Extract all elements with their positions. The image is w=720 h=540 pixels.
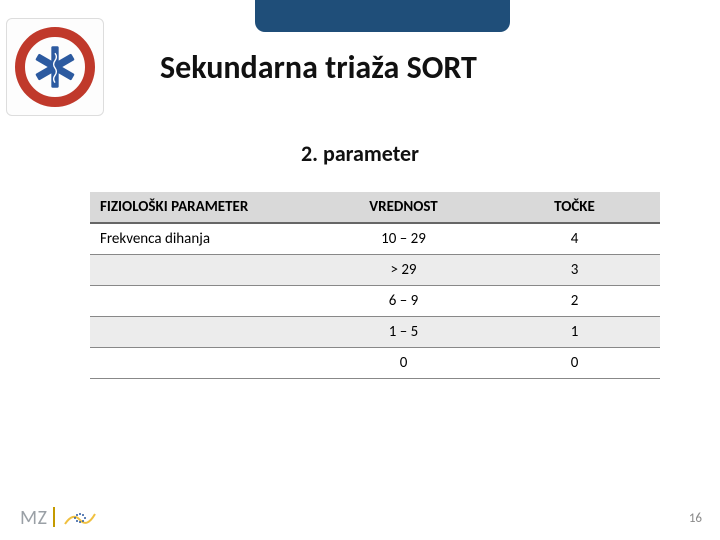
table-row: 6 – 9 2: [90, 286, 660, 317]
cell-points: 2: [489, 286, 660, 317]
cell-value: 0: [318, 348, 489, 379]
cell-parameter: [90, 317, 318, 348]
table-row: > 29 3: [90, 255, 660, 286]
cell-value: 10 – 29: [318, 223, 489, 255]
column-header-points: TOČKE: [489, 192, 660, 223]
triage-table: FIZIOLOŠKI PARAMETER VREDNOST TOČKE Frek…: [90, 192, 660, 379]
table-header-row: FIZIOLOŠKI PARAMETER VREDNOST TOČKE: [90, 192, 660, 223]
table-row: 1 – 5 1: [90, 317, 660, 348]
cell-points: 0: [489, 348, 660, 379]
mz-logo-text: MZ: [20, 506, 55, 530]
logo-badge: [6, 18, 104, 116]
cell-points: 1: [489, 317, 660, 348]
cell-value: 6 – 9: [318, 286, 489, 317]
footer: MZ: [20, 506, 97, 530]
cell-parameter: [90, 286, 318, 317]
header-tab: [255, 0, 510, 32]
cell-value: > 29: [318, 255, 489, 286]
page-title: Sekundarna triaža SORT: [160, 48, 477, 87]
logo-ring: [15, 27, 95, 107]
cell-points: 4: [489, 223, 660, 255]
table-row: 0 0: [90, 348, 660, 379]
page-subtitle: 2. parameter: [0, 140, 720, 167]
cell-value: 1 – 5: [318, 317, 489, 348]
cell-parameter: [90, 255, 318, 286]
cell-parameter: [90, 348, 318, 379]
table-row: Frekvenca dihanja 10 – 29 4: [90, 223, 660, 255]
eu-presidency-icon: [63, 506, 97, 530]
cell-points: 3: [489, 255, 660, 286]
column-header-value: VREDNOST: [318, 192, 489, 223]
cell-parameter: Frekvenca dihanja: [90, 223, 318, 255]
column-header-parameter: FIZIOLOŠKI PARAMETER: [90, 192, 318, 223]
logo-emblem: [15, 27, 95, 107]
page-number: 16: [689, 511, 702, 526]
